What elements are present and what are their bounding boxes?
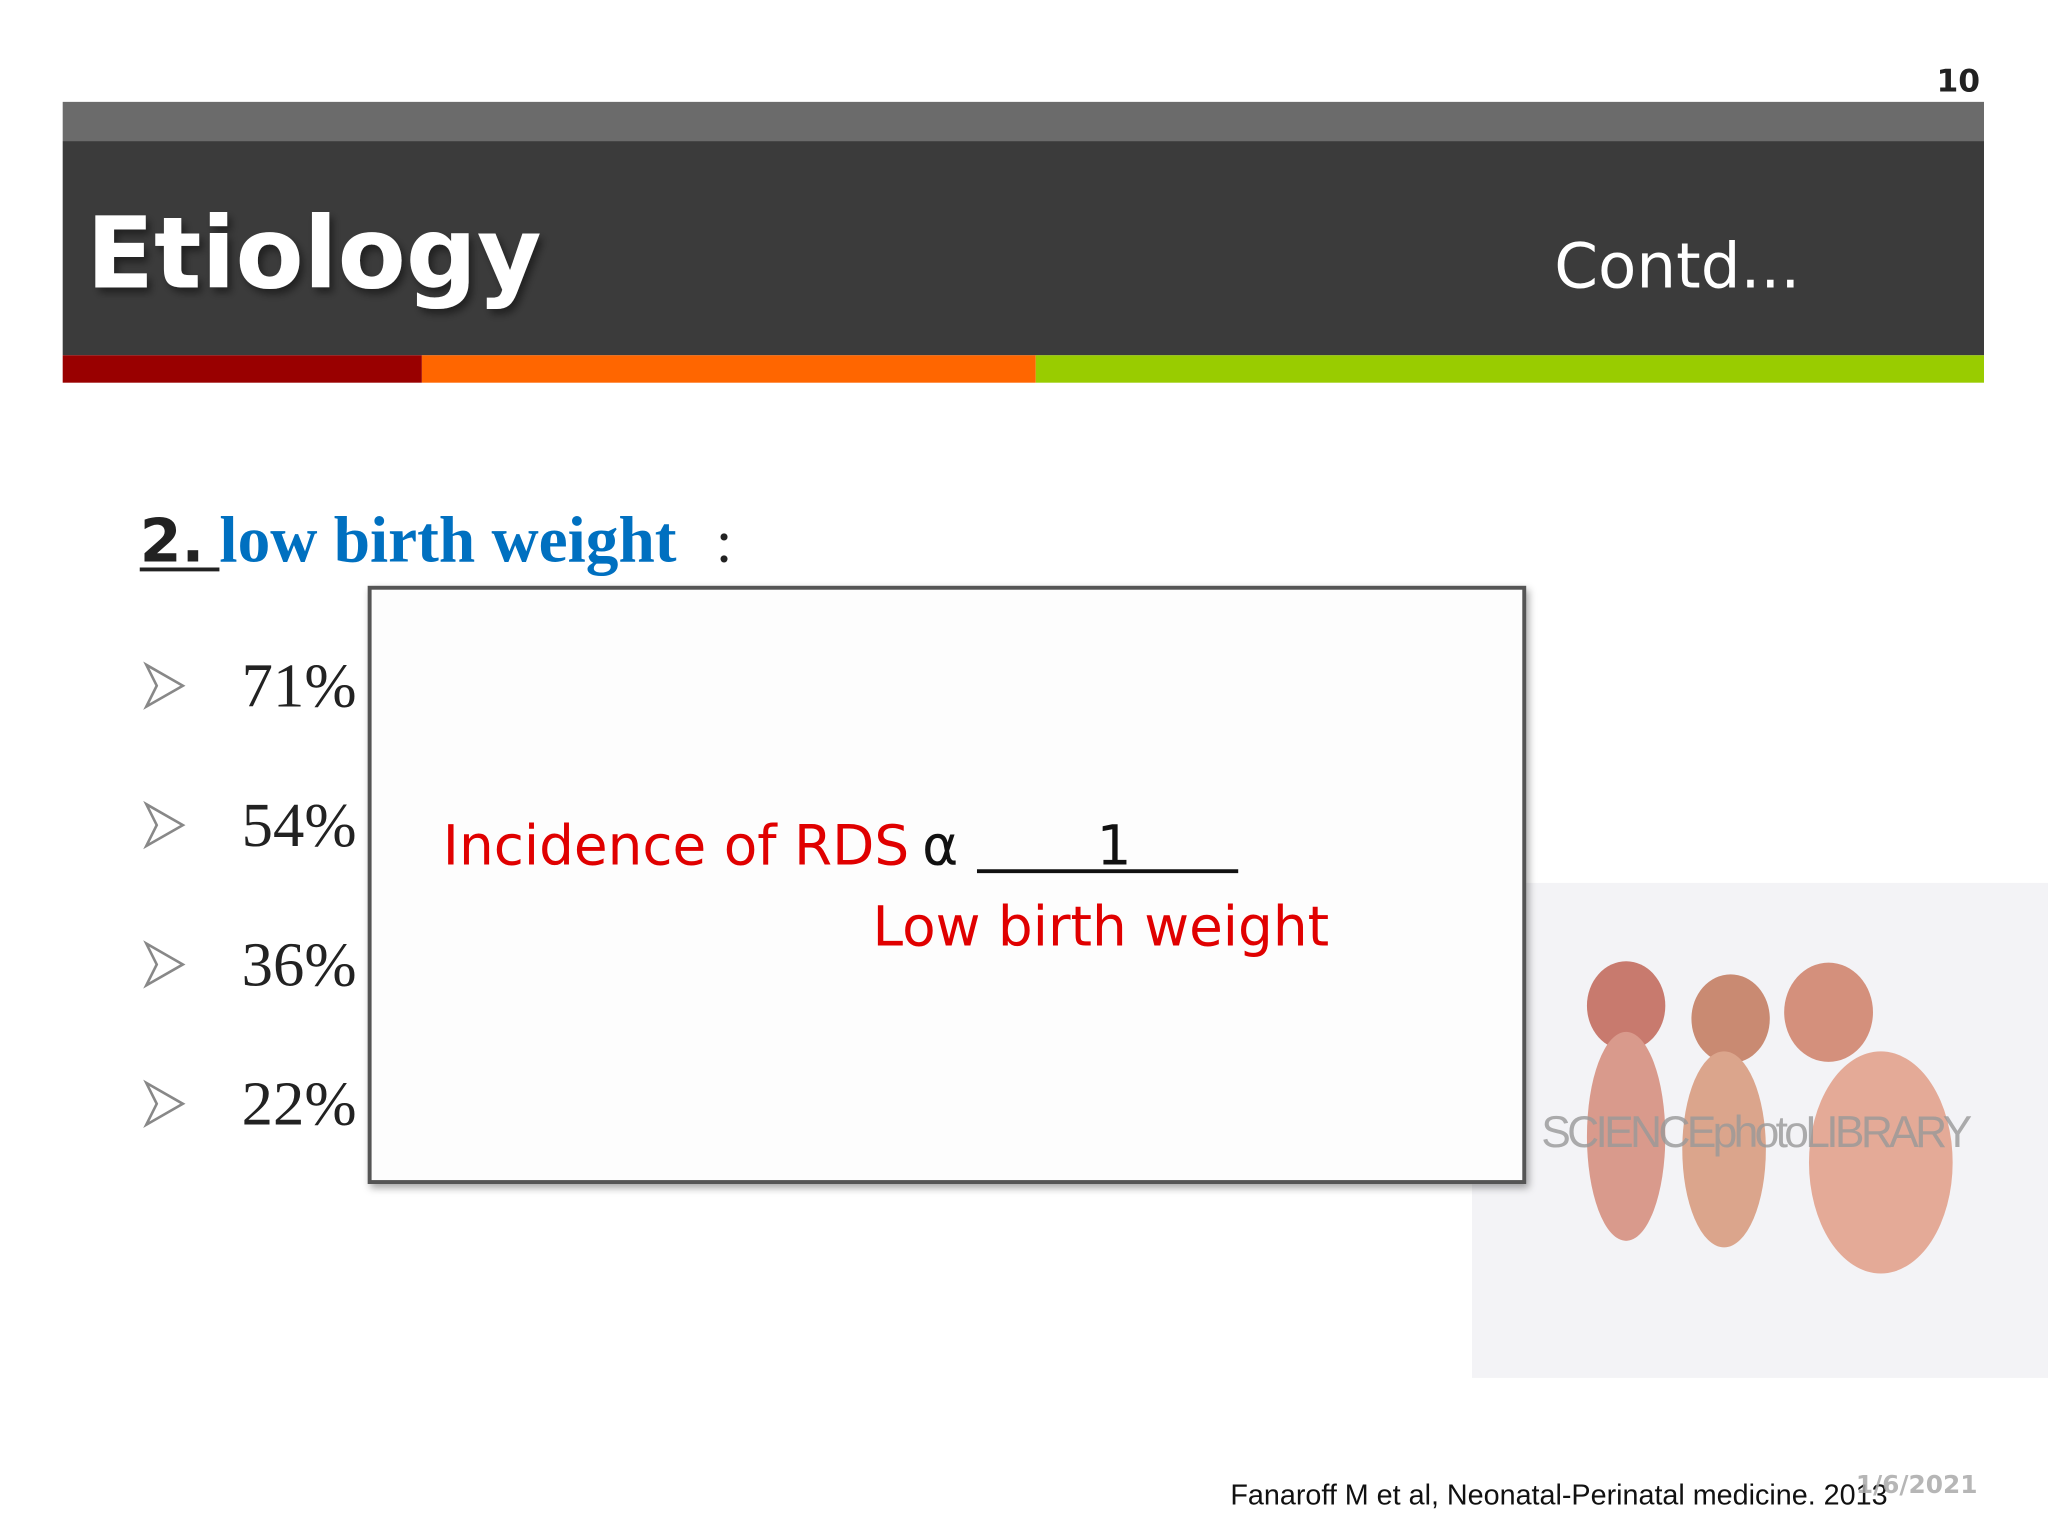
baby-head [1784, 962, 1873, 1062]
box [367, 585, 1527, 1184]
accent-red [62, 355, 422, 383]
slide-subtitle: Contd... [1554, 229, 1800, 302]
bullet-text: 54% [242, 790, 357, 860]
page-number: 10 [1936, 63, 1980, 99]
heading-colon: : [716, 508, 733, 575]
header-top-band [62, 101, 1985, 142]
accent-green [1035, 355, 1984, 383]
watermark: SCIENCEphotoLIBRARY [1541, 1108, 1972, 1157]
heading-text: low birth weight [219, 505, 676, 577]
formula-label: Incidence of RDS [443, 814, 909, 878]
date: 1/6/2021 [1856, 1470, 1978, 1499]
formula-numerator: 1 [1097, 814, 1132, 878]
baby-body [1682, 1051, 1766, 1248]
citation: Fanaroff M et al, Neonatal-Perinatal med… [1230, 1480, 1887, 1512]
accent-orange [421, 355, 1036, 383]
formula-denominator: Low birth weight [872, 895, 1329, 959]
bullet-arrow [143, 1079, 186, 1128]
formula-box: Incidence of RDS α 1 Low birth weight [367, 585, 1527, 1184]
formula-symbol: α [922, 814, 958, 878]
baby-head [1586, 961, 1666, 1051]
bullet-arrow [143, 800, 186, 850]
heading-number: 2. [140, 507, 205, 577]
baby-head [1691, 974, 1770, 1064]
bullet-arrow [143, 661, 186, 710]
bullet-text: 71% [242, 651, 357, 721]
baby-body [1808, 1051, 1953, 1274]
bullet-list: 71% 54% 36% 22% [143, 651, 357, 1139]
bullet-text: 36% [242, 929, 357, 999]
slide-title: Etiology [86, 196, 541, 311]
header-band [62, 141, 1985, 356]
baby-body [1586, 1031, 1666, 1241]
bullet-text: 22% [242, 1069, 357, 1139]
bullet-arrow [143, 940, 186, 989]
photo: SCIENCEphotoLIBRARY [1472, 882, 2048, 1378]
